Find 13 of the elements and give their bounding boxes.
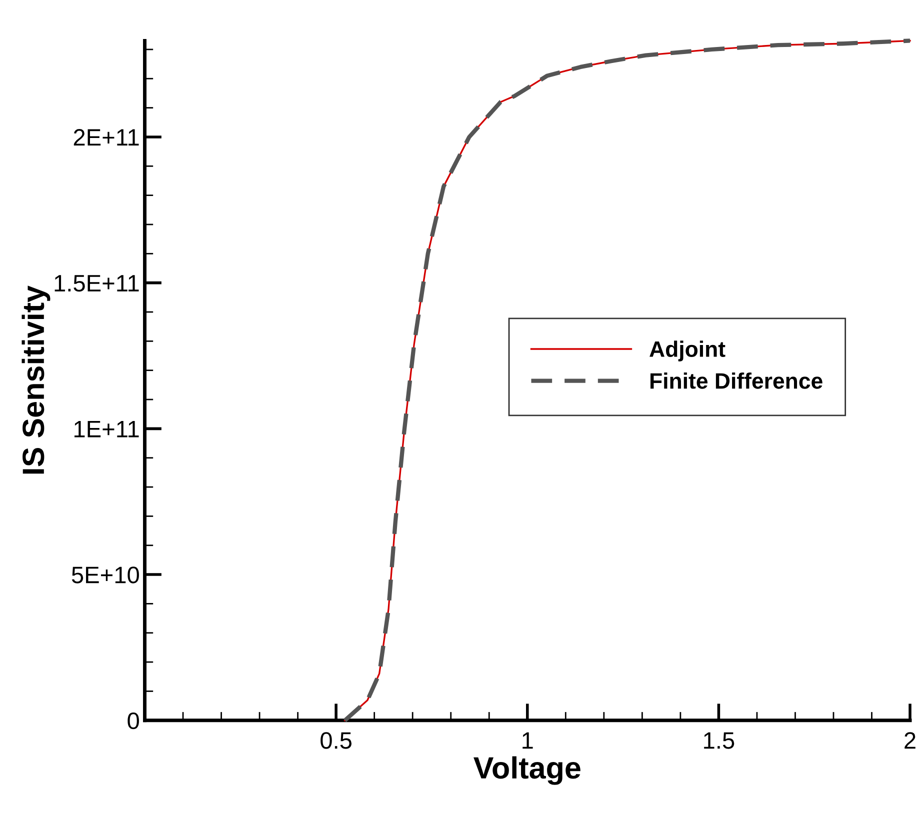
x-tick-label: 2 <box>904 732 916 749</box>
y-tick-label: 0 <box>128 712 139 730</box>
x-tick-label: 1.5 <box>704 732 734 749</box>
x-tick-label: 0.5 <box>320 732 352 749</box>
y-tick-label: 1.5E+11 <box>54 275 139 292</box>
y-tick-label: 2E+11 <box>74 129 139 146</box>
y-tick-label: 1E+11 <box>74 420 139 438</box>
x-tick-label: 1 <box>522 732 533 749</box>
legend-label: Adjoint <box>650 340 726 362</box>
x-axis-title: Voltage <box>474 756 580 785</box>
y-axis-title: IS Sensitivity <box>22 286 50 474</box>
legend-label: Finite Difference <box>650 372 822 389</box>
y-tick-label: 5E+10 <box>72 566 139 584</box>
